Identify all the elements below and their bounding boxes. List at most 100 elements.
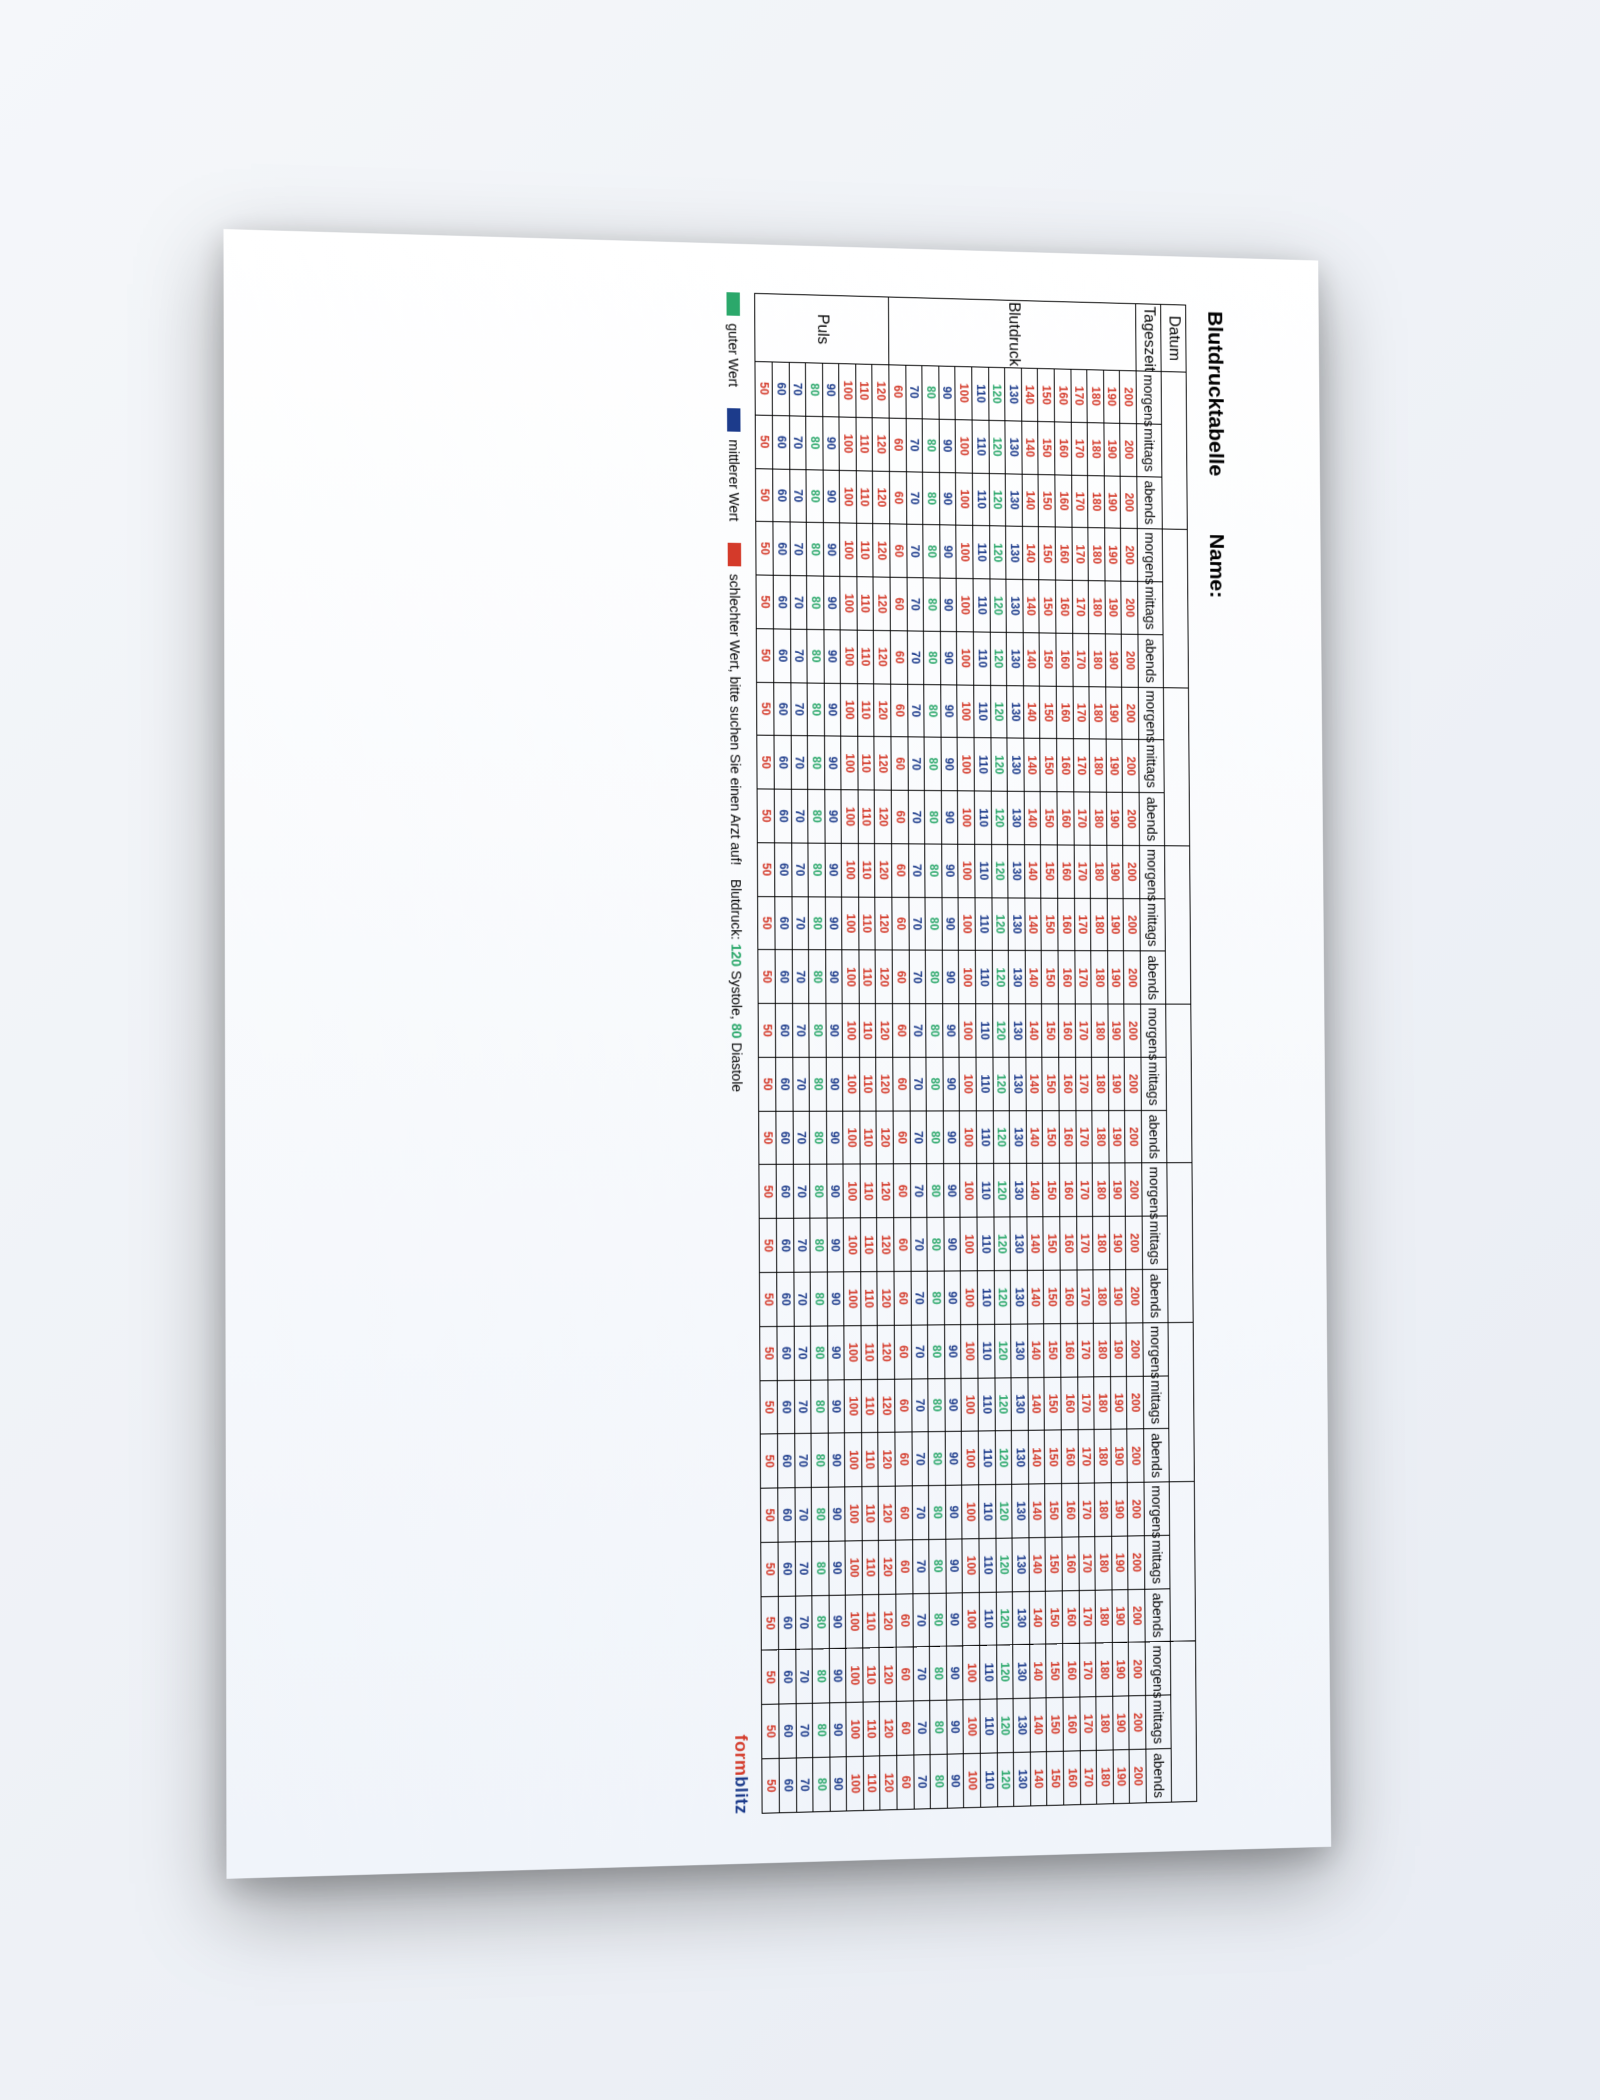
value-cell: 100: [962, 1431, 979, 1485]
value-cell: 80: [927, 1271, 944, 1325]
value-cell: 110: [977, 1217, 994, 1271]
value-cell: 170: [1076, 1217, 1093, 1270]
value-cell: 190: [1109, 1163, 1126, 1216]
value-cell: 50: [756, 468, 773, 522]
value-cell: 60: [896, 1593, 913, 1647]
time-slot-header: morgens: [1143, 1322, 1169, 1375]
value-cell: 100: [842, 950, 859, 1004]
date-cell: [1163, 687, 1189, 846]
value-cell: 170: [1078, 1430, 1095, 1484]
value-cell: 90: [940, 525, 957, 578]
value-cell: 90: [829, 1541, 846, 1595]
value-cell: 100: [958, 791, 975, 844]
value-cell: 50: [760, 1326, 777, 1380]
value-cell: 60: [892, 950, 909, 1003]
legend-bad-label: schlechter Wert, bitte suchen Sie einen …: [727, 574, 744, 865]
value-cell: 150: [1041, 792, 1058, 845]
value-cell: 120: [991, 738, 1008, 791]
legend-swatch-good: [727, 292, 740, 316]
value-cell: 120: [988, 367, 1005, 420]
value-cell: 110: [975, 897, 992, 950]
value-cell: 110: [974, 791, 991, 844]
value-cell: 200: [1123, 898, 1140, 951]
value-cell: 120: [874, 630, 891, 683]
value-cell: 180: [1087, 370, 1104, 423]
value-cell: 130: [1013, 1591, 1030, 1645]
value-cell: 130: [1006, 632, 1023, 685]
value-cell: 120: [873, 471, 890, 524]
value-cell: 120: [995, 1431, 1012, 1485]
value-cell: 110: [861, 1325, 878, 1379]
value-cell: 190: [1112, 1643, 1129, 1697]
value-cell: 110: [980, 1699, 997, 1753]
value-cell: 70: [795, 1649, 812, 1703]
value-cell: 150: [1039, 580, 1056, 633]
value-cell: 170: [1075, 951, 1092, 1004]
value-cell: 80: [922, 419, 939, 472]
rotated-content: Blutdrucktabelle Name: Datum Tageszeitmo…: [224, 279, 1239, 1829]
value-cell: 120: [875, 843, 892, 896]
value-cell: 120: [876, 1057, 893, 1111]
value-cell: 90: [826, 1004, 843, 1058]
value-cell: 110: [859, 897, 876, 951]
time-slot-header: mittags: [1140, 898, 1165, 951]
value-cell: 150: [1038, 368, 1055, 421]
value-cell: 110: [979, 1538, 996, 1592]
value-cell: 200: [1122, 687, 1139, 740]
value-cell: 180: [1095, 1536, 1112, 1590]
value-cell: 100: [845, 1433, 862, 1487]
value-cell: 120: [996, 1538, 1013, 1592]
value-cell: 160: [1062, 1537, 1079, 1591]
date-cell: [1167, 1163, 1193, 1322]
value-cell: 160: [1060, 1217, 1077, 1270]
value-cell: 90: [827, 1272, 844, 1326]
value-cell: 90: [943, 1057, 960, 1110]
value-cell: 110: [978, 1431, 995, 1485]
value-cell: 90: [944, 1271, 961, 1325]
value-cell: 50: [759, 1165, 776, 1219]
time-slot-header: mittags: [1136, 423, 1161, 476]
value-cell: 80: [807, 683, 824, 737]
value-cell: 120: [879, 1486, 896, 1540]
value-cell: 90: [823, 470, 840, 524]
value-cell: 110: [859, 1057, 876, 1111]
legend-bp-note: Blutdruck: 120 Systole, 80 Diastole: [729, 879, 745, 1092]
value-cell: 120: [992, 1004, 1009, 1057]
value-cell: 160: [1062, 1590, 1079, 1644]
date-cell: [1168, 1322, 1194, 1482]
value-cell: 180: [1089, 686, 1106, 739]
value-cell: 170: [1073, 792, 1090, 845]
value-cell: 150: [1043, 1164, 1060, 1217]
value-cell: 170: [1078, 1536, 1095, 1590]
value-cell: 100: [964, 1753, 981, 1808]
value-cell: 70: [790, 522, 807, 576]
value-cell: 50: [756, 575, 773, 629]
value-cell: 190: [1112, 1589, 1129, 1643]
value-cell: 70: [913, 1701, 930, 1755]
value-cell: 110: [858, 790, 875, 844]
value-cell: 150: [1043, 1217, 1060, 1270]
value-cell: 150: [1039, 527, 1056, 580]
value-cell: 150: [1044, 1270, 1061, 1323]
value-cell: 170: [1073, 739, 1090, 792]
value-cell: 90: [944, 1324, 961, 1378]
value-cell: 90: [823, 576, 840, 630]
value-cell: 110: [858, 737, 875, 791]
value-cell: 80: [930, 1754, 947, 1809]
value-cell: 50: [758, 950, 775, 1004]
value-cell: 100: [961, 1271, 978, 1325]
value-cell: 60: [772, 362, 789, 416]
value-cell: 200: [1127, 1376, 1144, 1429]
value-cell: 130: [1010, 1110, 1027, 1163]
date-cell: [1161, 372, 1187, 530]
value-cell: 80: [926, 951, 943, 1004]
value-cell: 60: [776, 1111, 793, 1165]
value-cell: 90: [941, 738, 958, 791]
value-cell: 70: [794, 1434, 811, 1488]
value-cell: 100: [842, 843, 859, 897]
value-cell: 180: [1093, 1217, 1110, 1270]
value-cell: 190: [1103, 370, 1120, 423]
value-cell: 80: [923, 525, 940, 578]
value-cell: 60: [889, 365, 906, 418]
value-cell: 60: [776, 1218, 793, 1272]
